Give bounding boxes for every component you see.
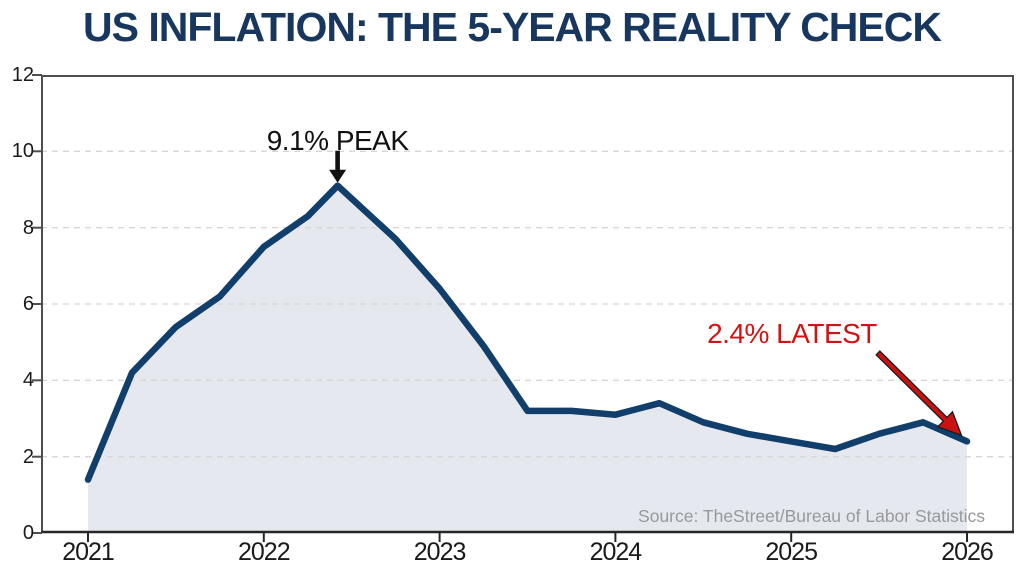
y-tick-label: 10 <box>11 140 34 163</box>
x-tick-label: 2024 <box>589 538 643 566</box>
x-tick-label: 2026 <box>941 538 994 566</box>
inflation-line <box>84 182 971 483</box>
y-tick-label: 8 <box>22 216 34 239</box>
x-tick-label: 2023 <box>413 538 467 566</box>
latest-red-arrow-icon <box>875 350 963 437</box>
plot-area <box>32 74 1014 542</box>
latest-annotation: 2.4% LATEST <box>707 318 877 349</box>
y-tick-label: 6 <box>22 293 34 315</box>
y-tick-label: 0 <box>22 522 34 544</box>
gridlines <box>41 150 1014 458</box>
x-tick-label: 2025 <box>765 538 818 566</box>
chart-title: US INFLATION: THE 5-YEAR REALITY CHECK <box>83 4 942 50</box>
y-tick-label: 2 <box>22 445 34 468</box>
x-tick-label: 2022 <box>237 538 291 566</box>
area-fill <box>88 185 967 533</box>
source-credit: Source: TheStreet/Bureau of Labor Statis… <box>638 506 985 526</box>
y-tick-label: 4 <box>22 369 34 392</box>
peak-down-arrow-icon <box>329 150 347 183</box>
y-tick-label: 12 <box>11 64 34 86</box>
x-tick-label: 2021 <box>62 538 115 566</box>
tick-marks <box>32 74 968 542</box>
peak-annotation: 9.1% PEAK <box>266 124 409 156</box>
